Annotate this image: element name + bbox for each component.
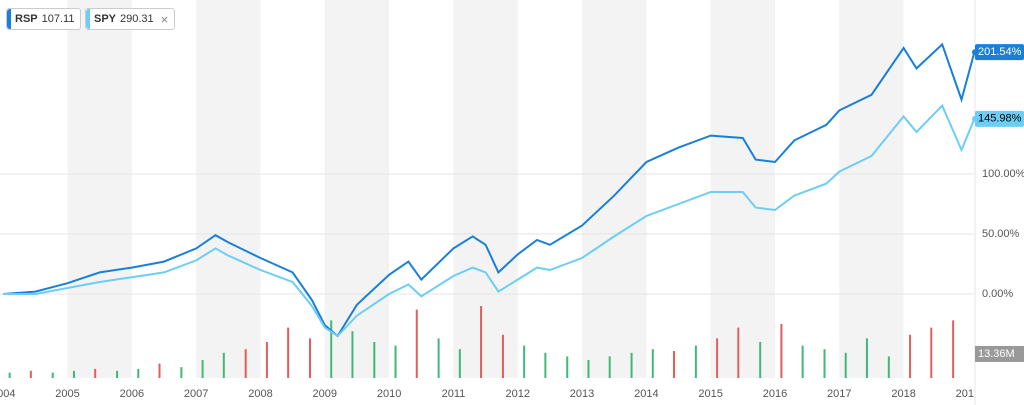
x-tick-label: 2019: [956, 388, 980, 400]
volume-bar: [844, 352, 847, 378]
volume-bar: [8, 372, 11, 378]
volume-bar: [351, 331, 354, 378]
volume-bar: [566, 356, 569, 378]
volume-bar: [437, 338, 440, 378]
y-tick-label: 100.00%: [982, 168, 1024, 180]
y-tick-label: 50.00%: [982, 228, 1020, 240]
background: [0, 0, 975, 378]
year-band: [453, 0, 518, 378]
volume-bar: [158, 363, 161, 378]
legend-name: SPY: [94, 13, 117, 25]
volume-label: 13.36M: [978, 348, 1015, 360]
year-band: [324, 0, 390, 378]
volume-bar: [909, 334, 912, 378]
x-tick-label: 2013: [570, 388, 594, 400]
close-button[interactable]: ×: [160, 11, 169, 27]
year-band: [67, 0, 132, 378]
volume-bar: [415, 309, 418, 378]
volume-bar: [608, 356, 611, 378]
volume-bar: [952, 320, 955, 378]
volume-bar: [694, 345, 697, 378]
volume-bar: [716, 338, 719, 378]
x-tick-label: 2007: [184, 388, 208, 400]
year-band: [196, 0, 261, 378]
volume-bar: [222, 352, 225, 378]
volume-bar: [823, 349, 826, 378]
x-tick-label: 2010: [377, 388, 401, 400]
volume-bar: [673, 351, 676, 378]
volume-bar: [51, 372, 54, 378]
volume-bar: [630, 352, 633, 378]
volume-bar: [180, 367, 183, 378]
volume-bar: [308, 338, 311, 378]
series-line: [3, 42, 975, 338]
x-tick-label: 2016: [763, 388, 787, 400]
volume-bar: [287, 327, 290, 378]
volume-bar: [330, 320, 333, 378]
x-tick-label: 2012: [505, 388, 529, 400]
volume-bar: [930, 327, 933, 378]
volume-bar: [801, 345, 804, 378]
volume-bar: [116, 370, 119, 378]
volume-bar: [780, 324, 783, 378]
volume-bar: [480, 306, 483, 378]
y-tick-label: 0.00%: [982, 288, 1013, 300]
volume-bar: [887, 356, 890, 378]
legend-quote: 290.31: [120, 13, 154, 25]
x-tick-label: 2004: [0, 388, 15, 400]
volume-bar: [373, 342, 376, 378]
x-tick-label: 2018: [891, 388, 915, 400]
volume-bar: [29, 370, 32, 378]
legend-quote: 107.11: [41, 13, 75, 25]
volume-bar: [244, 349, 247, 378]
legend-swatch: [7, 9, 11, 29]
legend-chip[interactable]: SPY 290.31 ×: [85, 8, 176, 30]
end-tag: [975, 110, 1024, 127]
x-tick-label: 2017: [827, 388, 851, 400]
volume-bar: [265, 342, 268, 378]
volume-bar: [72, 370, 75, 378]
end-label: 201.54%: [978, 46, 1022, 58]
volume-bar: [651, 349, 654, 378]
x-tick-label: 2009: [313, 388, 337, 400]
volume-bar: [501, 334, 504, 378]
volume-bar: [737, 327, 740, 378]
legend-chip[interactable]: RSP 107.11: [6, 8, 82, 30]
plot: 2004 2005 2006 2007 2008 2009 2010 2011 2012 2013…: [0, 42, 980, 400]
x-tick-label: 2014: [634, 388, 658, 400]
volume-bar: [523, 345, 526, 378]
volume-bar: [137, 369, 140, 378]
end-label: 145.98%: [978, 113, 1022, 125]
year-band: [582, 0, 647, 378]
volume-bar: [759, 342, 762, 378]
x-tick-label: 2008: [248, 388, 272, 400]
volume-bar: [94, 369, 97, 378]
year-band: [839, 0, 904, 378]
x-tick-label: 2015: [698, 388, 722, 400]
volume-bar: [544, 352, 547, 378]
volume-bar: [587, 360, 590, 378]
volume-bar: [394, 345, 397, 378]
end-tag: [975, 44, 1024, 61]
legend-name: RSP: [15, 13, 38, 25]
volume-bar: [458, 349, 461, 378]
volume-tag: [975, 345, 1024, 362]
axis: 0.00% 50.00% 100.00% 201.54% 145.98% 13.36M: [972, 0, 1024, 405]
x-tick-label: 2006: [120, 388, 144, 400]
year-band: [710, 0, 775, 378]
series-line: [3, 103, 975, 338]
x-tick-label: 2005: [55, 388, 79, 400]
volume-bar: [201, 360, 204, 378]
volume-bar: [865, 338, 868, 378]
x-tick-label: 2011: [442, 388, 466, 400]
legend-swatch: [86, 9, 90, 29]
